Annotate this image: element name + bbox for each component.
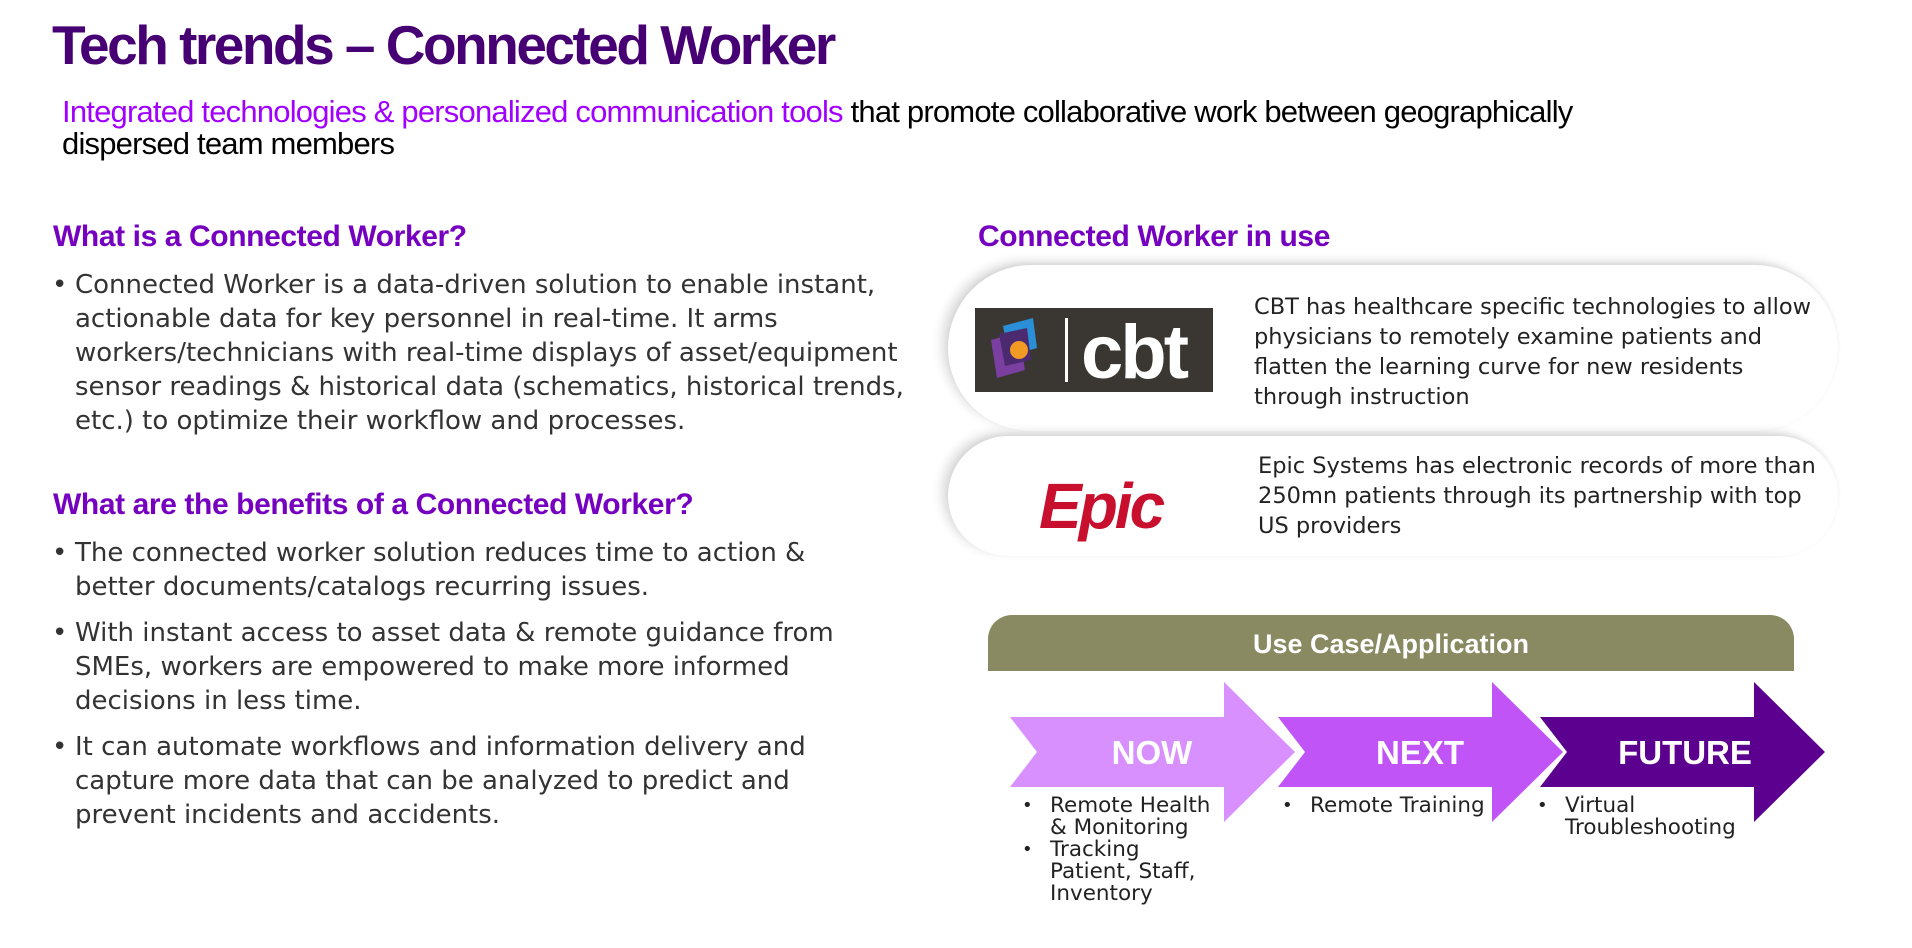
benefit-bullet: It can automate workflows and informatio… — [52, 730, 872, 832]
next-items: Remote Training — [1282, 795, 1522, 818]
now-item: Remote Health & Monitoring — [1022, 795, 1222, 839]
benefits-heading: What are the benefits of a Connected Wor… — [53, 488, 694, 521]
next-label: NEXT — [1375, 734, 1464, 771]
case-text-cbt: CBT has healthcare specific technologies… — [1254, 294, 1812, 410]
page-subtitle: Integrated technologies & personalized c… — [62, 96, 1702, 160]
in-use-heading: Connected Worker in use — [978, 220, 1330, 253]
svg-text:cbt: cbt — [1081, 310, 1189, 392]
subtitle-rest: that promote collaborative work between … — [62, 94, 1573, 161]
future-item: Virtual Troubleshooting — [1537, 795, 1747, 839]
page-title: Tech trends – Connected Worker — [52, 14, 836, 76]
cbt-logo: cbt — [975, 308, 1213, 395]
benefit-bullet: The connected worker solution reduces ti… — [52, 536, 872, 604]
now-label: NOW — [1111, 734, 1193, 771]
subtitle-highlight: Integrated technologies & personalized c… — [62, 94, 844, 129]
benefit-bullet: With instant access to asset data & remo… — [52, 616, 872, 718]
case-text-epic: Epic Systems has electronic records of m… — [1258, 453, 1816, 539]
case-card-epic — [948, 436, 1838, 556]
what-is-bullet: Connected Worker is a data-driven soluti… — [52, 268, 922, 438]
cbt-logo-icon: cbt — [991, 310, 1192, 395]
what-is-list: Connected Worker is a data-driven soluti… — [52, 268, 922, 438]
what-is-heading: What is a Connected Worker? — [53, 220, 467, 253]
now-item: Tracking Patient, Staff, Inventory — [1022, 839, 1222, 905]
next-arrow — [1278, 682, 1563, 822]
future-items: Virtual Troubleshooting — [1537, 795, 1747, 839]
future-arrow — [1540, 682, 1825, 822]
next-item: Remote Training — [1282, 795, 1522, 818]
use-case-header: Use Case/Application — [988, 615, 1794, 671]
epic-logo: Epic — [1035, 470, 1195, 548]
now-arrow — [1010, 682, 1295, 822]
benefits-list: The connected worker solution reduces ti… — [52, 536, 872, 832]
svg-text:Epic: Epic — [1039, 474, 1165, 542]
now-items: Remote Health & Monitoring Tracking Pati… — [1022, 795, 1222, 905]
future-label: FUTURE — [1618, 734, 1752, 771]
epic-logo-icon: Epic — [1039, 470, 1168, 542]
